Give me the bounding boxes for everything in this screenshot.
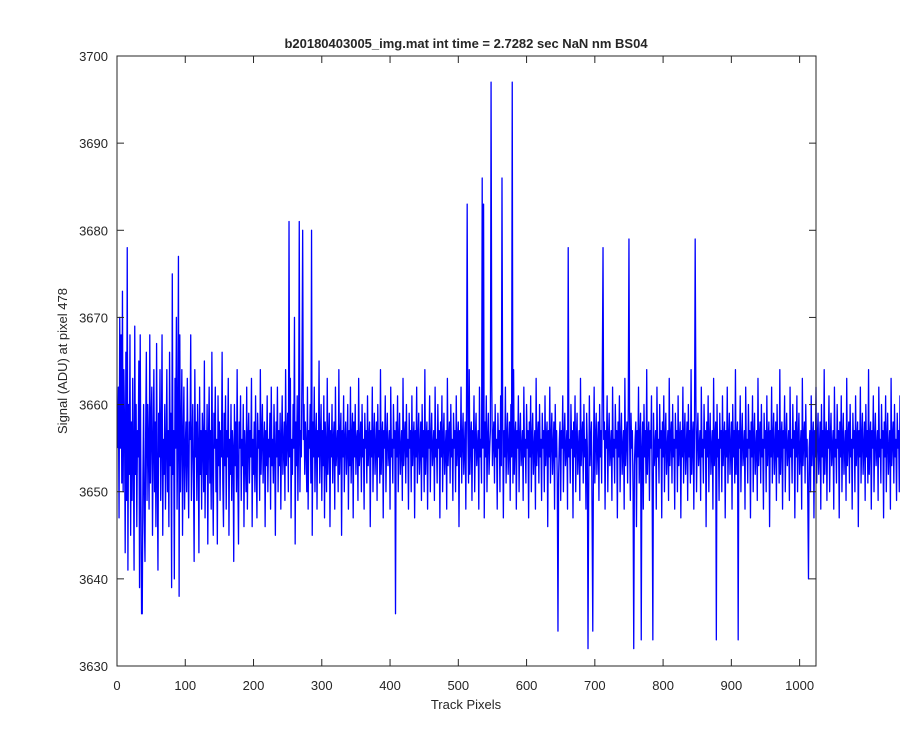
x-tick-label: 700 <box>584 678 606 693</box>
y-tick-label: 3700 <box>79 49 108 64</box>
y-tick-label: 3640 <box>79 572 108 587</box>
y-tick-label: 3680 <box>79 223 108 238</box>
x-tick-label: 600 <box>516 678 538 693</box>
x-axis-ticks: 0 100 200 300 400 500 600 700 800 900 1000 <box>113 56 814 693</box>
x-tick-label: 300 <box>311 678 333 693</box>
series-line-0 <box>117 81 900 650</box>
y-axis-label: Signal (ADU) at pixel 478 <box>55 288 70 434</box>
chart-title: b20180403005_img.mat int time = 2.7282 s… <box>284 36 648 51</box>
data-series-layer <box>117 81 900 650</box>
x-tick-label: 1000 <box>785 678 814 693</box>
x-tick-label: 200 <box>243 678 265 693</box>
x-tick-label: 500 <box>447 678 469 693</box>
y-axis-ticks: 3630 3640 3650 3660 3670 3680 3690 3700 <box>79 49 816 674</box>
y-tick-label: 3630 <box>79 659 108 674</box>
y-tick-label: 3650 <box>79 485 108 500</box>
x-tick-label: 400 <box>379 678 401 693</box>
x-axis-label: Track Pixels <box>431 697 502 712</box>
x-tick-label: 100 <box>174 678 196 693</box>
axes-box <box>116 55 817 667</box>
x-tick-label: 800 <box>652 678 674 693</box>
x-tick-label: 0 <box>113 678 120 693</box>
y-tick-label: 3660 <box>79 398 108 413</box>
x-tick-label: 900 <box>721 678 743 693</box>
y-tick-label: 3690 <box>79 136 108 151</box>
y-tick-label: 3670 <box>79 310 108 325</box>
